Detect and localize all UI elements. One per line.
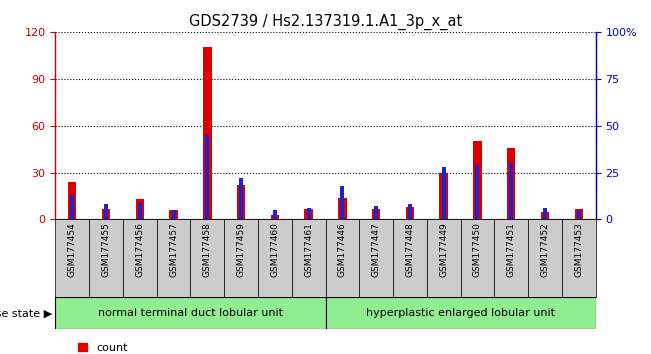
Bar (372, 209, 380, 219)
Text: GSM177451: GSM177451 (506, 222, 516, 277)
FancyBboxPatch shape (89, 219, 123, 297)
Bar (271, 215, 279, 219)
Text: GSM177448: GSM177448 (406, 222, 415, 276)
Bar (441, 167, 446, 219)
Bar (475, 165, 480, 219)
Bar (338, 198, 346, 219)
Bar (135, 199, 144, 219)
FancyBboxPatch shape (191, 219, 224, 297)
Bar (340, 186, 344, 219)
Bar (305, 209, 313, 219)
FancyBboxPatch shape (224, 219, 258, 297)
FancyBboxPatch shape (359, 219, 393, 297)
Text: hyperplastic enlarged lobular unit: hyperplastic enlarged lobular unit (366, 308, 555, 318)
FancyBboxPatch shape (393, 219, 427, 297)
Text: GSM177457: GSM177457 (169, 222, 178, 277)
Bar (307, 208, 311, 219)
Bar (169, 210, 178, 219)
Bar (237, 185, 245, 219)
FancyBboxPatch shape (494, 219, 528, 297)
Bar (68, 182, 76, 219)
Bar (408, 205, 412, 219)
Text: GSM177455: GSM177455 (102, 222, 111, 277)
Legend: count, percentile rank within the sample: count, percentile rank within the sample (74, 338, 288, 354)
Bar (138, 202, 142, 219)
Bar (273, 210, 277, 219)
Bar (374, 206, 378, 219)
Bar (473, 141, 482, 219)
Text: GSM177456: GSM177456 (135, 222, 145, 277)
Bar (102, 209, 110, 219)
Bar (439, 172, 448, 219)
Text: GSM177454: GSM177454 (68, 222, 77, 276)
FancyBboxPatch shape (528, 219, 562, 297)
FancyBboxPatch shape (55, 297, 325, 329)
Text: GSM177453: GSM177453 (574, 222, 583, 277)
FancyBboxPatch shape (55, 219, 89, 297)
Bar (104, 205, 108, 219)
Text: normal terminal duct lobular unit: normal terminal duct lobular unit (98, 308, 283, 318)
Text: GSM177458: GSM177458 (203, 222, 212, 277)
Text: GSM177461: GSM177461 (304, 222, 313, 277)
Bar (171, 210, 176, 219)
Text: GSM177449: GSM177449 (439, 222, 448, 276)
Bar (205, 135, 210, 219)
Bar (509, 163, 513, 219)
Text: GDS2739 / Hs2.137319.1.A1_3p_x_at: GDS2739 / Hs2.137319.1.A1_3p_x_at (189, 14, 462, 30)
FancyBboxPatch shape (258, 219, 292, 297)
Bar (70, 195, 74, 219)
Text: GSM177446: GSM177446 (338, 222, 347, 276)
Text: GSM177452: GSM177452 (540, 222, 549, 276)
Text: GSM177460: GSM177460 (270, 222, 279, 277)
FancyBboxPatch shape (157, 219, 191, 297)
Text: GSM177447: GSM177447 (372, 222, 381, 276)
Bar (575, 209, 583, 219)
Bar (406, 207, 414, 219)
FancyBboxPatch shape (326, 297, 596, 329)
Bar (203, 47, 212, 219)
Bar (239, 178, 243, 219)
Text: GSM177450: GSM177450 (473, 222, 482, 277)
FancyBboxPatch shape (562, 219, 596, 297)
Bar (507, 148, 516, 219)
FancyBboxPatch shape (292, 219, 326, 297)
FancyBboxPatch shape (427, 219, 461, 297)
FancyBboxPatch shape (123, 219, 157, 297)
Bar (541, 212, 549, 219)
Bar (543, 208, 547, 219)
FancyBboxPatch shape (461, 219, 494, 297)
Text: GSM177459: GSM177459 (236, 222, 245, 277)
Text: disease state ▶: disease state ▶ (0, 308, 52, 318)
Bar (577, 210, 581, 219)
FancyBboxPatch shape (326, 219, 359, 297)
